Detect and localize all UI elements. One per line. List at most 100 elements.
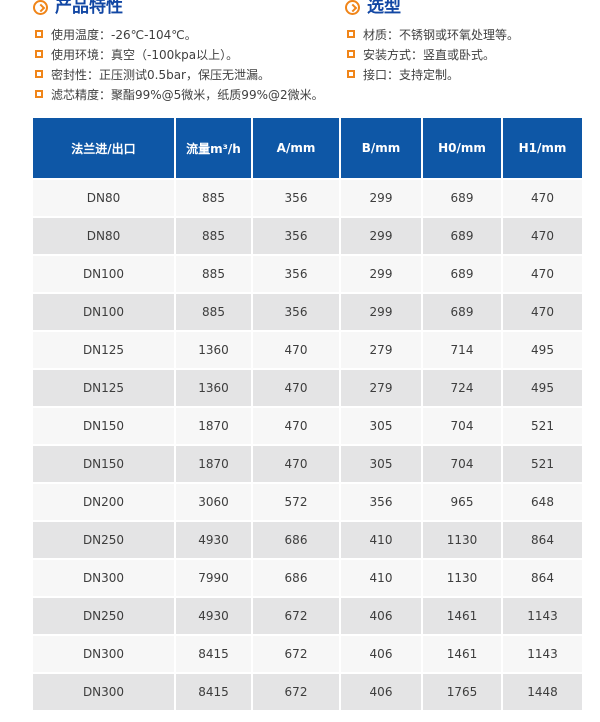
spec-table-body: DN80 885 356 299 689 470 DN80 885 356 299 689 470 DN… — [33, 180, 582, 710]
table-cell: 470 — [253, 332, 339, 368]
table-cell: 8415 — [176, 636, 251, 672]
bullet-item: 使用温度：-26℃-104℃。 — [33, 24, 345, 44]
table-cell: 1360 — [176, 332, 251, 368]
table-cell: 406 — [341, 636, 421, 672]
table-cell: DN100 — [33, 294, 174, 330]
table-cell: 521 — [503, 446, 582, 482]
table-cell: 410 — [341, 560, 421, 596]
bullet-item: 密封性：正压测试0.5bar，保压无泄漏。 — [33, 64, 345, 84]
table-cell: DN150 — [33, 446, 174, 482]
table-cell: 299 — [341, 180, 421, 216]
table-row: DN300 8415 672 406 1461 1143 — [33, 636, 582, 672]
table-cell: 1143 — [503, 598, 582, 634]
table-row: DN80 885 356 299 689 470 — [33, 218, 582, 254]
spec-table-head: 法兰进/出口 流量m³/h A/mm B/mm H0/mm H1/mm — [33, 118, 582, 178]
spec-table-header-cell: H0/mm — [423, 118, 501, 178]
table-cell: 648 — [503, 484, 582, 520]
table-cell: DN125 — [33, 370, 174, 406]
square-bullet-icon — [35, 90, 43, 98]
table-cell: 1461 — [423, 598, 501, 634]
table-cell: 470 — [503, 294, 582, 330]
table-cell: 885 — [176, 218, 251, 254]
table-row: DN200 3060 572 356 965 648 — [33, 484, 582, 520]
spec-table-header-cell: A/mm — [253, 118, 339, 178]
table-cell: 572 — [253, 484, 339, 520]
table-cell: 672 — [253, 674, 339, 710]
table-cell: 1870 — [176, 446, 251, 482]
square-bullet-icon — [35, 30, 43, 38]
bullet-text: 滤芯精度：聚酯99%@5微米，纸质99%@2微米。 — [51, 87, 324, 102]
table-cell: 299 — [341, 218, 421, 254]
table-cell: 689 — [423, 180, 501, 216]
table-cell: 714 — [423, 332, 501, 368]
table-cell: 356 — [253, 218, 339, 254]
table-cell: 686 — [253, 560, 339, 596]
table-cell: 672 — [253, 636, 339, 672]
chevron-right-circle-icon — [33, 0, 48, 15]
table-row: DN300 7990 686 410 1130 864 — [33, 560, 582, 596]
spec-table: 法兰进/出口 流量m³/h A/mm B/mm H0/mm H1/mm DN80 885 35… — [31, 116, 584, 712]
bullet-text: 使用环境：真空（-100kpa以上）。 — [51, 47, 239, 62]
table-cell: DN200 — [33, 484, 174, 520]
table-cell: 689 — [423, 218, 501, 254]
table-cell: 864 — [503, 522, 582, 558]
table-row: DN80 885 356 299 689 470 — [33, 180, 582, 216]
bullet-item: 使用环境：真空（-100kpa以上）。 — [33, 44, 345, 64]
table-cell: 4930 — [176, 522, 251, 558]
table-cell: 1765 — [423, 674, 501, 710]
table-cell: 1360 — [176, 370, 251, 406]
table-cell: 965 — [423, 484, 501, 520]
table-cell: 406 — [341, 598, 421, 634]
table-cell: 885 — [176, 256, 251, 292]
table-cell: 470 — [253, 446, 339, 482]
spec-table-header-cell: B/mm — [341, 118, 421, 178]
spec-table-header-cell: 法兰进/出口 — [33, 118, 174, 178]
spec-table-header-cell: H1/mm — [503, 118, 582, 178]
table-cell: 356 — [253, 294, 339, 330]
bullet-item: 接口：支持定制。 — [345, 64, 582, 84]
table-cell: 470 — [253, 408, 339, 444]
bullet-item: 安装方式：竖直或卧式。 — [345, 44, 582, 64]
table-cell: DN300 — [33, 560, 174, 596]
table-cell: 356 — [253, 256, 339, 292]
table-cell: 521 — [503, 408, 582, 444]
table-cell: 1461 — [423, 636, 501, 672]
table-cell: 1130 — [423, 522, 501, 558]
table-row: DN125 1360 470 279 714 495 — [33, 332, 582, 368]
section-title-selection: 选型 — [345, 0, 582, 17]
table-cell: 305 — [341, 408, 421, 444]
table-cell: 410 — [341, 522, 421, 558]
table-cell: 299 — [341, 294, 421, 330]
table-cell: 885 — [176, 294, 251, 330]
table-cell: 279 — [341, 370, 421, 406]
bullet-text: 密封性：正压测试0.5bar，保压无泄漏。 — [51, 67, 270, 82]
section-product-features: 产品特性 使用温度：-26℃-104℃。 使用环境：真空（-100kpa以上）。密… — [33, 0, 345, 104]
table-cell: 1143 — [503, 636, 582, 672]
table-cell: 672 — [253, 598, 339, 634]
table-cell: DN300 — [33, 636, 174, 672]
table-cell: DN300 — [33, 674, 174, 710]
bullet-item: 滤芯精度：聚酯99%@5微米，纸质99%@2微米。 — [33, 84, 345, 104]
spec-table-header-cell: 流量m³/h — [176, 118, 251, 178]
table-cell: 864 — [503, 560, 582, 596]
square-bullet-icon — [35, 50, 43, 58]
bullet-text: 材质：不锈钢或环氧处理等。 — [363, 27, 520, 42]
table-cell: 724 — [423, 370, 501, 406]
table-row: DN150 1870 470 305 704 521 — [33, 446, 582, 482]
section-title-text: 选型 — [367, 0, 401, 17]
spec-table-header-row: 法兰进/出口 流量m³/h A/mm B/mm H0/mm H1/mm — [33, 118, 582, 178]
table-cell: 299 — [341, 256, 421, 292]
table-cell: DN125 — [33, 332, 174, 368]
table-row: DN300 8415 672 406 1765 1448 — [33, 674, 582, 710]
top-info-area: 产品特性 使用温度：-26℃-104℃。 使用环境：真空（-100kpa以上）。密… — [33, 0, 582, 104]
table-cell: 470 — [253, 370, 339, 406]
chevron-right-circle-icon — [345, 0, 360, 15]
table-cell: DN250 — [33, 522, 174, 558]
table-cell: DN100 — [33, 256, 174, 292]
table-cell: 704 — [423, 408, 501, 444]
table-cell: DN150 — [33, 408, 174, 444]
table-cell: 470 — [503, 180, 582, 216]
table-cell: 686 — [253, 522, 339, 558]
table-cell: 356 — [341, 484, 421, 520]
selection-list: 材质：不锈钢或环氧处理等。安装方式：竖直或卧式。 接口：支持定制。 — [345, 24, 582, 84]
